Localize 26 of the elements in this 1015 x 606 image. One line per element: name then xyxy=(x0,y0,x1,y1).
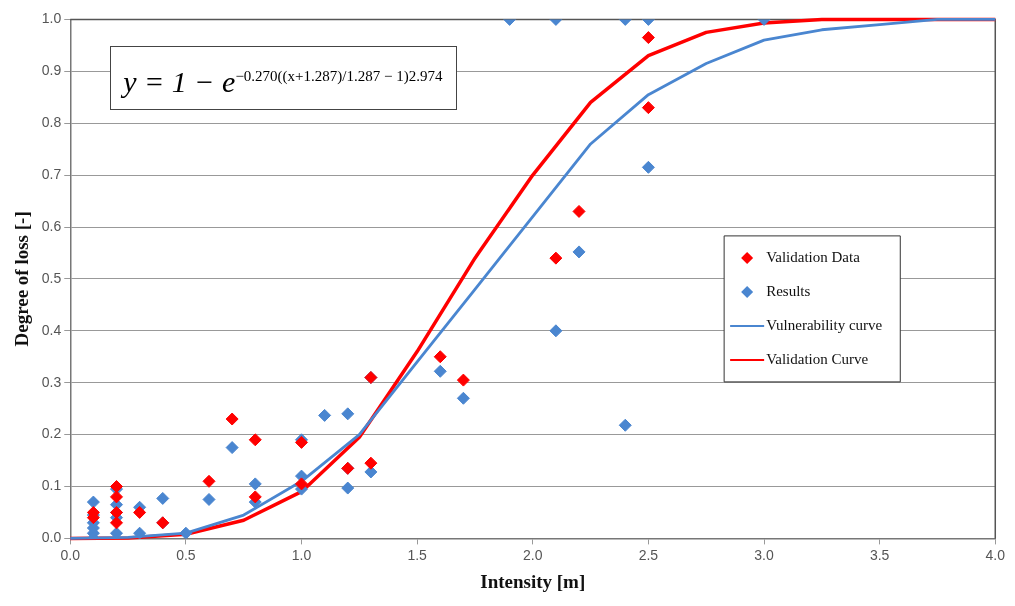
x-axis-title: Intensity [m] xyxy=(480,570,586,592)
y-tick-label: 0.4 xyxy=(41,321,62,338)
y-axis-title: Degree of loss [-] xyxy=(11,211,33,347)
y-tick-label: 0.9 xyxy=(41,62,62,79)
y-tick-label: 0.3 xyxy=(41,373,62,390)
x-tick-label: 1.0 xyxy=(291,546,312,563)
x-tick-label: 3.0 xyxy=(754,546,774,563)
y-tick-label: 0.6 xyxy=(41,217,62,234)
y-tick-label: 0.8 xyxy=(41,114,62,131)
x-tick-label: 2.0 xyxy=(523,546,543,563)
legend-label: Results xyxy=(766,282,811,299)
x-tick-label: 1.5 xyxy=(407,546,428,563)
legend-label: Validation Data xyxy=(766,248,861,265)
y-tick-label: 0.1 xyxy=(41,477,62,494)
x-tick-label: 0.5 xyxy=(176,546,196,563)
legend-label: Validation Curve xyxy=(766,350,869,367)
y-tick-label: 1.0 xyxy=(41,10,62,27)
y-tick-label: 0.2 xyxy=(41,425,62,442)
x-tick-label: 0.0 xyxy=(60,546,81,563)
x-tick-label: 2.5 xyxy=(638,546,659,563)
x-tick-label: 3.5 xyxy=(869,546,890,563)
legend-label: Vulnerability curve xyxy=(766,316,883,333)
y-tick-label: 0.5 xyxy=(41,269,62,286)
x-tick-label: 4.0 xyxy=(985,546,1006,563)
y-tick-label: 0.0 xyxy=(41,529,62,546)
y-tick-label: 0.7 xyxy=(41,165,62,182)
